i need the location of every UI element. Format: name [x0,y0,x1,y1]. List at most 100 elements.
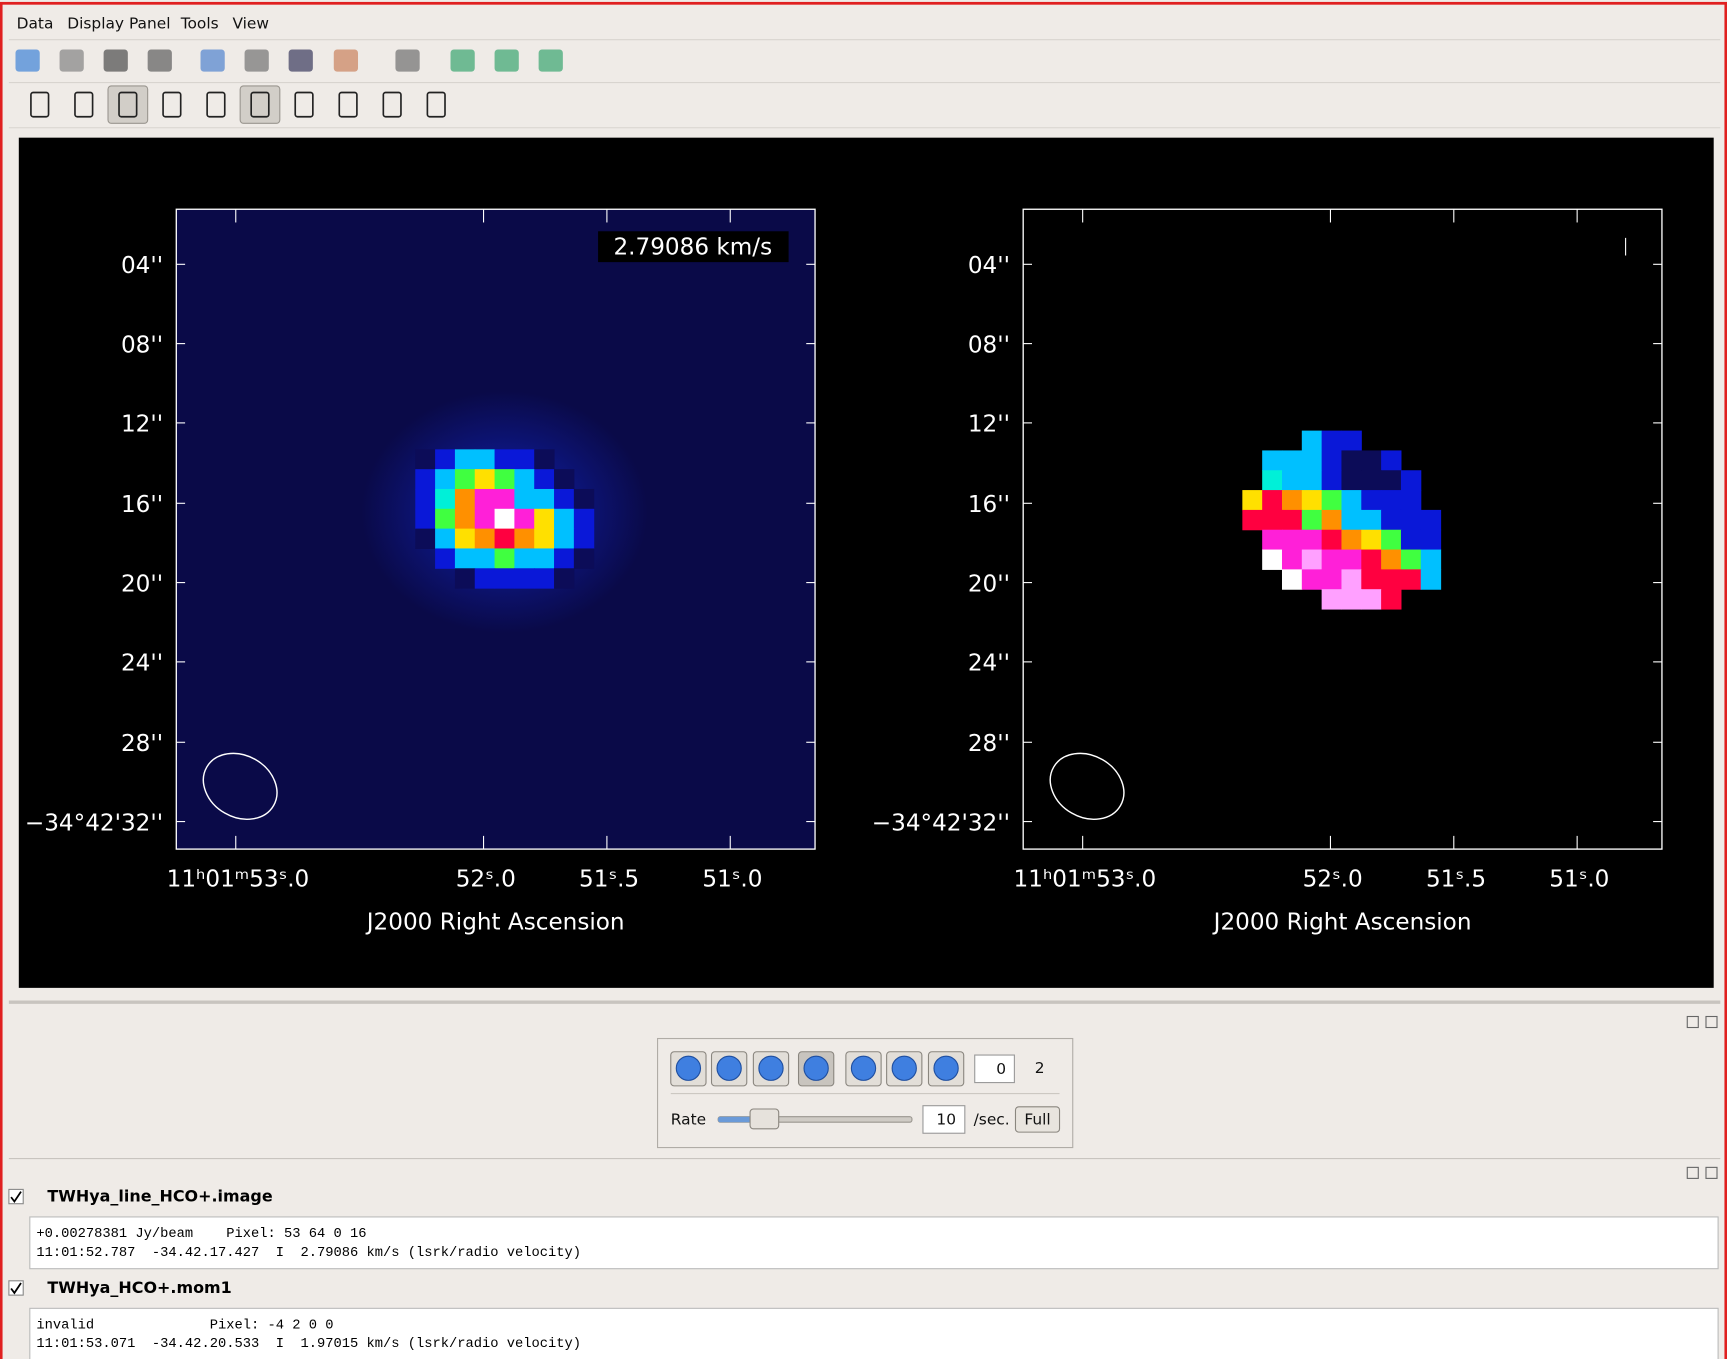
image-pixel [1401,530,1421,550]
image-pixel [1361,450,1381,470]
pressed-button[interactable] [240,86,280,123]
image-pixel [1361,530,1381,550]
image-pixel [574,548,594,568]
image-pixel [495,489,515,509]
image-pixel [415,509,435,529]
full-button-label[interactable]: Full [1024,1111,1050,1129]
slider-thumb[interactable] [750,1109,779,1129]
toolbar-button[interactable] [16,50,40,72]
image-pixel [514,568,534,588]
image-pixel [1341,431,1361,451]
image-pixel [1361,470,1381,490]
image-pixel [415,529,435,549]
layer-name: TWHya_line_HCO+.image [47,1187,272,1206]
y-tick-label: 04'' [968,253,1010,279]
image-pixel [435,548,455,568]
image-pixel [1381,470,1401,490]
image-pixel [554,529,574,549]
image-pixel [1262,550,1282,570]
frame-value: 0 [996,1060,1006,1078]
image-pixel [1401,550,1421,570]
image-pixel [1322,450,1342,470]
image-pixel [475,568,495,588]
toolbar-button[interactable] [334,50,358,72]
frame-input[interactable] [975,1055,1015,1083]
toolbar-button[interactable] [148,50,172,72]
image-pixel [1242,490,1262,510]
image-pixel [1322,431,1342,451]
image-pixel [534,509,554,529]
layer-checkbox[interactable] [9,1189,23,1203]
image-pixel [1262,510,1282,530]
image-pixel [554,548,574,568]
image-pixel [514,489,534,509]
image-pixel [415,449,435,469]
image-pixel [1401,490,1421,510]
pressed-button[interactable] [108,86,148,123]
image-pixel [1322,510,1342,530]
rate-unit: /sec. [974,1111,1010,1129]
toolbar-button[interactable] [60,50,84,72]
toolbar-button[interactable] [395,50,419,72]
image-pixel [1322,589,1342,609]
image-pixel [1262,490,1282,510]
image-pixel [495,469,515,489]
x-tick-label: 51ˢ.5 [579,866,639,892]
image-pixel [1302,530,1322,550]
layer-name: TWHya_HCO+.mom1 [47,1278,231,1297]
toolbar-button[interactable] [289,50,313,72]
x-tick-label: 52ˢ.0 [456,866,516,892]
x-axis-title: J2000 Right Ascension [1212,909,1472,935]
image-pixel [514,529,534,549]
y-tick-label: −34°42'32'' [25,810,163,836]
layer-info-line: +0.00278381 Jy/beam Pixel: 53 64 0 16 [36,1226,366,1242]
animator-icon [676,1056,700,1080]
frame-label: 2.79086 km/s [613,234,772,260]
image-pixel [1302,510,1322,530]
rate-value: 10 [936,1111,956,1129]
image-pixel [1381,450,1401,470]
image-pixel [1341,490,1361,510]
image-pixel [1421,569,1441,589]
y-tick-label: 28'' [121,731,163,757]
toolbar-button[interactable] [104,50,128,72]
layer-checkbox[interactable] [9,1281,23,1295]
image-pixel [534,568,554,588]
image-pixel [514,449,534,469]
layer-info-line: 11:01:52.787 -34.42.17.427 I 2.79086 km/… [36,1245,581,1261]
image-pixel [495,548,515,568]
image-pixel [1361,589,1381,609]
x-tick-label: 51ˢ.0 [702,866,762,892]
y-tick-label: −34°42'32'' [872,810,1010,836]
toolbar-button[interactable] [451,50,475,72]
rate-label: Rate [671,1111,706,1129]
y-tick-label: 16'' [968,492,1010,518]
image-pixel [1282,490,1302,510]
toolbar-button[interactable] [201,50,225,72]
toolbar-button[interactable] [495,50,519,72]
image-pixel [574,509,594,529]
y-tick-label: 12'' [121,412,163,438]
image-pixel [1322,470,1342,490]
image-pixel [1302,550,1322,570]
image-pixel [1282,470,1302,490]
image-pixel [514,469,534,489]
toolbar-button[interactable] [245,50,269,72]
y-tick-label: 16'' [121,492,163,518]
x-tick-label: 52ˢ.0 [1303,866,1363,892]
menu-item[interactable]: Data [17,15,54,33]
menu-item[interactable]: View [232,15,269,33]
menu-item[interactable]: Display Panel [67,15,170,33]
menu-item[interactable]: Tools [180,15,219,33]
image-pixel [514,548,534,568]
image-pixel [475,548,495,568]
image-pixel [495,568,515,588]
x-tick-label: 51ˢ.0 [1549,866,1609,892]
y-tick-label: 20'' [121,571,163,597]
x-tick-label: 11ʰ01ᵐ53ˢ.0 [167,866,310,892]
image-pixel [455,489,475,509]
image-pixel [1341,510,1361,530]
image-pixel [1381,490,1401,510]
toolbar-button[interactable] [539,50,563,72]
page: 0 2 Rate 10 /sec. Full DataDisplay Panel… [0,0,1727,1359]
